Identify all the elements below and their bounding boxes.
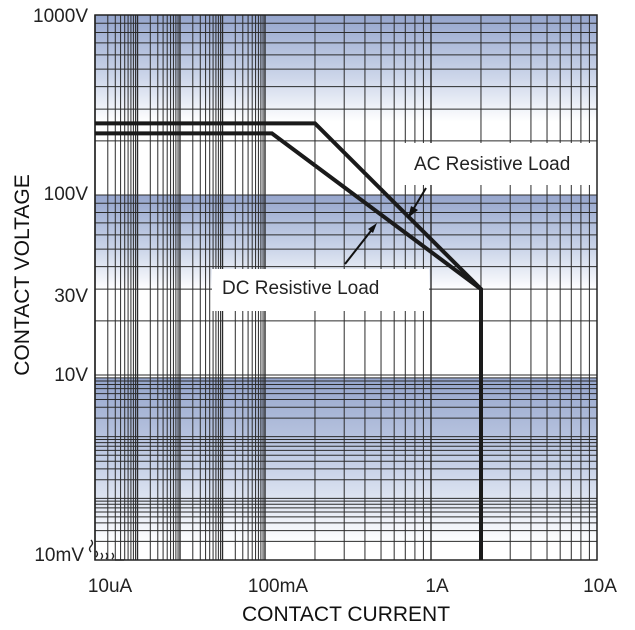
x-tick-10ua: 10uA — [88, 576, 133, 597]
y-tick-1000v: 1000V — [33, 6, 88, 27]
annotation-ac-arrowhead — [408, 206, 418, 218]
annotation-ac-box — [398, 143, 594, 185]
y-tick-10mv: 10mV — [34, 545, 84, 566]
series-ac-resistive-load-line — [95, 121, 483, 560]
y-tick-30v: 30V — [54, 286, 88, 307]
y-tick-10v: 10V — [54, 365, 88, 386]
annotation-dc-leader — [344, 226, 375, 265]
x-tick-1a: 1A — [425, 576, 449, 597]
y-axis-title: CONTACT VOLTAGE — [11, 174, 34, 375]
axis-break-mark — [88, 539, 124, 561]
annotation-dc-box — [212, 269, 429, 311]
annotation-dc-arrowhead — [368, 223, 377, 233]
x-axis-title: CONTACT CURRENT — [242, 603, 450, 626]
annotation-ac: AC Resistive Load — [398, 143, 594, 219]
annotation-dc: DC Resistive Load — [212, 223, 429, 311]
series-layer — [95, 121, 483, 560]
annotation-dc-text: DC Resistive Load — [222, 278, 379, 299]
y-tick-100v: 100V — [44, 184, 89, 205]
annotation-ac-text: AC Resistive Load — [414, 154, 570, 175]
x-tick-10a: 10A — [583, 576, 617, 597]
x-tick-100ma: 100mA — [248, 576, 309, 597]
series-dc-resistive-load-line — [95, 131, 483, 291]
plot-frame — [94, 14, 598, 561]
